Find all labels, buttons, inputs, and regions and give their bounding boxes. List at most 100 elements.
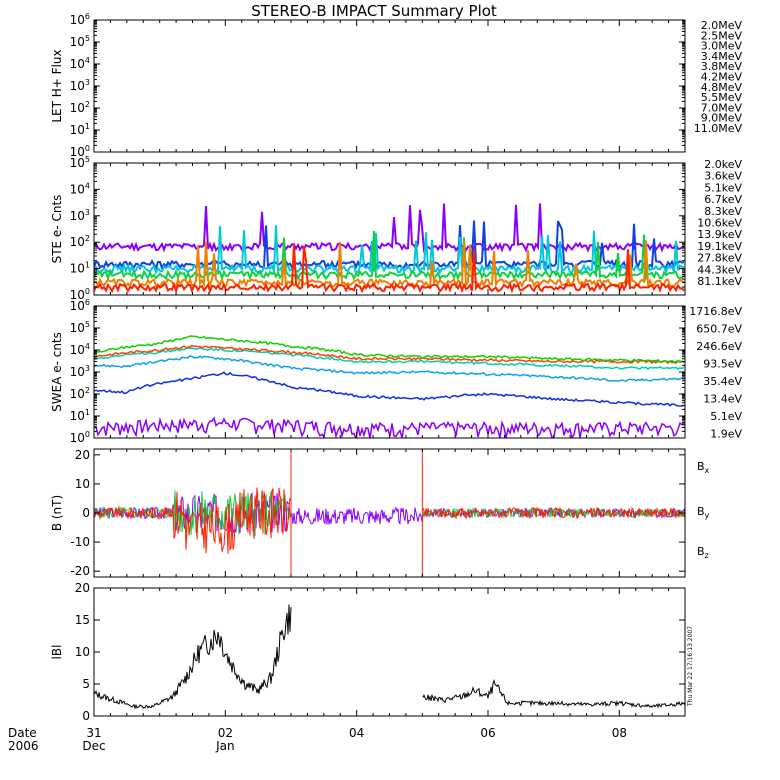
legend-item: 44.3keV xyxy=(697,263,742,276)
legend-item: 27.8keV xyxy=(697,252,742,265)
y-tick-label: 100 xyxy=(70,430,90,445)
y-tick-label: -10 xyxy=(70,535,90,549)
swea-series-line xyxy=(94,355,685,383)
panel-4: -20 -10 0 10 20 B (nT) Bx By Bz xyxy=(50,448,710,578)
legend-item: 2.5MeV xyxy=(701,29,743,42)
legend-item: 93.5eV xyxy=(703,358,742,371)
y-tick-label: 15 xyxy=(75,613,90,627)
legend-item: 246.6eV xyxy=(696,340,742,353)
ste-series-line xyxy=(94,243,685,294)
bmag-series-line xyxy=(422,678,685,709)
y-tick-label: 106 xyxy=(70,298,90,313)
x-axis-year: 2006 xyxy=(8,739,39,753)
ste-series-line xyxy=(94,203,685,254)
legend-item: By xyxy=(697,505,710,520)
y-tick-label: 101 xyxy=(70,122,90,137)
y-tick-label: 103 xyxy=(70,364,90,379)
x-tick-label: 06 xyxy=(480,726,495,740)
legend-item: 1.9eV xyxy=(710,428,742,441)
swea-series-line xyxy=(94,335,685,364)
swea-series-line xyxy=(94,371,685,407)
legend-item: Bx xyxy=(697,460,710,475)
y-tick-label: 101 xyxy=(70,408,90,423)
legend-item: 5.1keV xyxy=(704,181,742,194)
plot-title: STEREO-B IMPACT Summary Plot xyxy=(251,2,497,20)
y-tick-label: 102 xyxy=(70,234,90,249)
y-tick-label: 0 xyxy=(82,506,90,520)
x-tick-label: 02 xyxy=(218,726,233,740)
y-tick-label: 106 xyxy=(70,12,90,27)
y-tick-label: 104 xyxy=(70,56,90,71)
y-tick-label: 104 xyxy=(70,342,90,357)
legend-item: 8.3keV xyxy=(704,205,742,218)
swea-series-line xyxy=(94,416,685,438)
legend-item: 3.6keV xyxy=(704,170,742,183)
legend-item: 3.4MeV xyxy=(701,50,743,63)
y-tick-label: 20 xyxy=(75,448,90,462)
panel-data xyxy=(94,203,685,294)
legend-item: 3.0MeV xyxy=(701,40,743,53)
panel-frame xyxy=(93,587,686,717)
panel-data xyxy=(94,449,685,577)
y-axis-label: SWEA e- cnts xyxy=(50,332,64,412)
panel-frame xyxy=(93,19,686,153)
ste-series-line xyxy=(94,225,685,276)
y-tick-label: 101 xyxy=(70,261,90,276)
y-axis-label: LET H+ Flux xyxy=(50,49,64,122)
x-tick-label: 08 xyxy=(612,726,627,740)
panel-data xyxy=(94,335,685,438)
y-axis-label: lBl xyxy=(50,645,64,660)
legend-item: 2.0MeV xyxy=(701,19,743,32)
ste-series-line xyxy=(94,230,685,282)
x-tick-sublabel: Jan xyxy=(215,739,235,753)
legend-item: 13.4eV xyxy=(703,393,742,406)
legend-item: 4.8MeV xyxy=(701,81,743,94)
y-tick-label: 5 xyxy=(82,677,90,691)
legend-item: 3.8MeV xyxy=(701,60,743,73)
y-tick-label: 103 xyxy=(70,78,90,93)
legend-item: 81.1keV xyxy=(697,275,742,288)
legend-item: 5.5MeV xyxy=(701,91,743,104)
legend-item: 7.0MeV xyxy=(701,101,743,114)
legend-item: 5.1eV xyxy=(710,410,742,423)
bmag-series-line xyxy=(94,604,292,710)
y-tick-label: 104 xyxy=(70,181,90,196)
legend-item: 2.0keV xyxy=(704,158,742,171)
y-tick-label: 103 xyxy=(70,208,90,223)
y-tick-label: 105 xyxy=(70,34,90,49)
ste-series-line xyxy=(94,220,685,271)
y-tick-label: 20 xyxy=(75,581,90,595)
legend-item: 13.9keV xyxy=(697,228,742,241)
y-tick-label: 102 xyxy=(70,386,90,401)
y-tick-label: 102 xyxy=(70,100,90,115)
swea-series-line xyxy=(94,347,685,371)
panel-data xyxy=(94,604,685,710)
y-tick-label: -20 xyxy=(70,564,90,578)
legend-item: 11.0MeV xyxy=(694,122,743,135)
legend-item: Bz xyxy=(697,545,709,560)
x-tick-label: 04 xyxy=(349,726,364,740)
y-axis-label: STE e- Cnts xyxy=(50,195,64,264)
y-tick-label: 105 xyxy=(70,155,90,170)
y-tick-label: 105 xyxy=(70,320,90,335)
y-tick-label: 0 xyxy=(82,709,90,723)
legend-item: 6.7keV xyxy=(704,193,742,206)
ste-series-line xyxy=(94,240,685,290)
legend-item: 10.6keV xyxy=(697,217,742,230)
legend-item: 35.4eV xyxy=(703,375,742,388)
y-tick-label: 10 xyxy=(75,645,90,659)
timestamp: Thu Mar 22 17:16:13 2007 xyxy=(687,626,694,707)
x-axis-label: Date xyxy=(8,726,37,740)
x-tick-label: 31 xyxy=(86,726,101,740)
y-tick-label: 10 xyxy=(75,477,90,491)
legend-item: 650.7eV xyxy=(696,323,742,336)
b-component-line xyxy=(94,487,685,554)
y-axis-label: B (nT) xyxy=(50,495,64,531)
panel-5: 0 5 10 15 20 lBl xyxy=(50,581,686,723)
panel-3: 100 101 102 103 104 105 106 SWEA e- cnts 1716.8e… xyxy=(50,298,742,445)
legend-item: 19.1keV xyxy=(697,240,742,253)
